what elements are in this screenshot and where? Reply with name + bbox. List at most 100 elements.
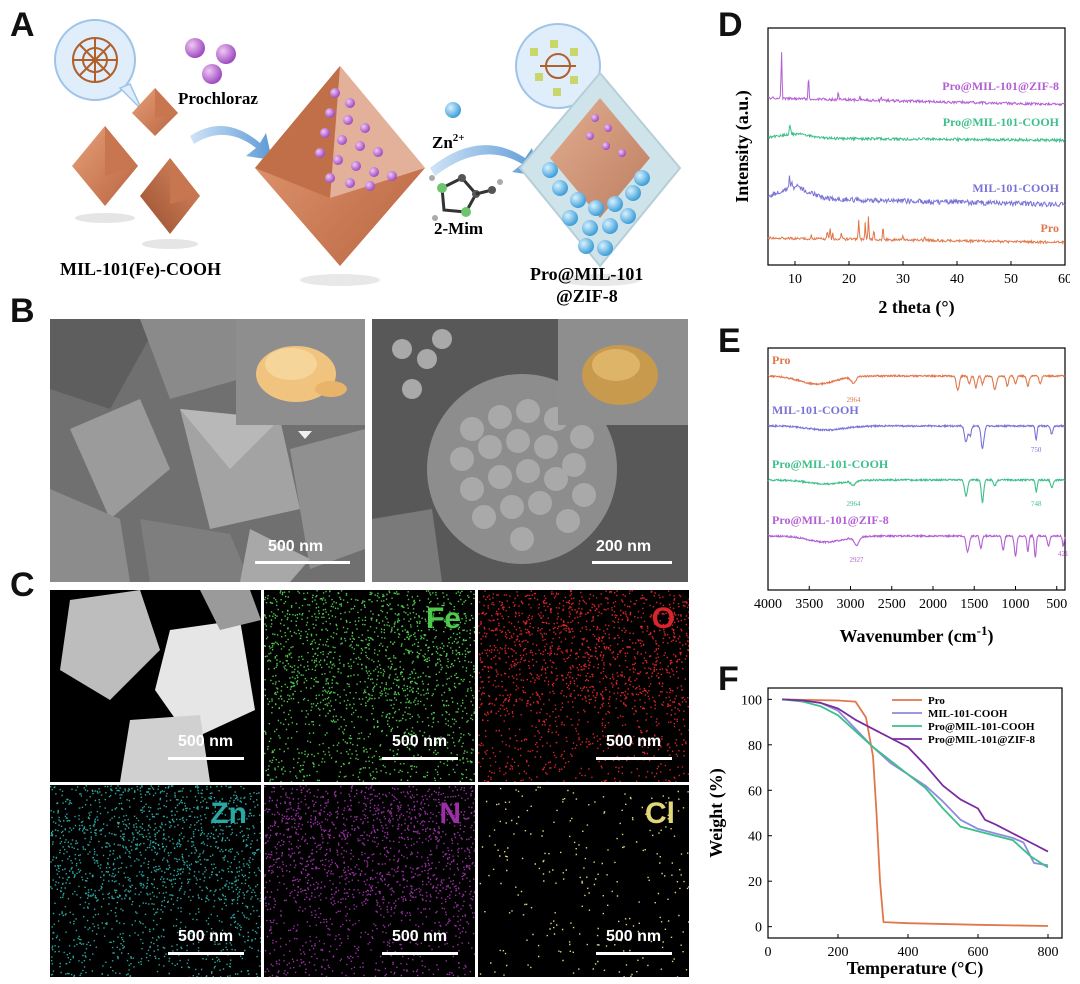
series-line <box>767 423 1065 450</box>
y-tick-label: 20 <box>748 875 762 890</box>
eds-dot-pattern <box>478 590 689 782</box>
x-tick-label: 200 <box>828 945 849 960</box>
scale-bar <box>382 757 458 760</box>
particle-shape <box>200 590 261 630</box>
eds-dots <box>50 785 261 977</box>
peak-annotation: 421 <box>1058 550 1069 558</box>
x-tick-label: 2000 <box>919 597 947 612</box>
plot-frame <box>767 27 1066 266</box>
series-label: Pro@MIL-101@ZIF-8 <box>772 513 889 527</box>
x-axis-label: Wavenumber (cm-1) <box>840 623 994 647</box>
element-label: N <box>439 797 461 830</box>
x-tick-label: 50 <box>1004 272 1018 287</box>
series-line <box>767 175 1066 208</box>
powder-photo-inset <box>236 319 365 425</box>
ftir-chart: 4000 3500 3000 2500 2000 1500 1000 500 Wavenumbe… <box>754 347 1069 647</box>
mil101-octahedra <box>72 88 200 249</box>
panel-label-e: E <box>718 322 741 360</box>
prochloraz-label: Prochloraz <box>178 89 258 108</box>
scale-bar <box>255 561 350 564</box>
zn-ion-sphere <box>445 102 461 118</box>
product-label-line1: Pro@MIL-101 <box>530 264 643 284</box>
series-label: Pro <box>1041 221 1059 235</box>
peak-annotation: 2927 <box>850 556 865 564</box>
scale-bar <box>596 757 672 760</box>
series-line <box>781 698 1049 869</box>
scale-bar <box>168 757 244 760</box>
eds-map-o: O 500 nm <box>478 590 689 782</box>
x-tick-label: 40 <box>950 272 964 287</box>
prochloraz-spheres <box>185 38 236 84</box>
element-label: Zn <box>210 797 247 830</box>
legend-label: MIL-101-COOH <box>928 708 1008 720</box>
x-tick-label: 400 <box>898 945 919 960</box>
particle-shape <box>155 620 255 740</box>
panel-label-a: A <box>10 6 35 44</box>
scale-bar-label: 500 nm <box>606 928 662 945</box>
tga-chart: 0 200 400 600 800 0 20 40 60 80 100 Temperature (°C… <box>706 687 1063 979</box>
zn-ion-label: Zn2+ <box>432 132 465 152</box>
xrd-chart: 10 20 30 40 50 60 2 theta (°) Intensity (a.u.) P… <box>732 27 1070 318</box>
powder-icon <box>558 319 688 425</box>
scale-bar-label: 500 nm <box>392 733 448 750</box>
scale-bar <box>382 952 458 955</box>
loaded-octahedron <box>255 66 425 286</box>
x-tick-label: 2500 <box>878 597 906 612</box>
scale-bar-label: 500 nm <box>178 733 234 750</box>
particle-shape <box>120 715 210 782</box>
peak-annotation: 2964 <box>846 396 861 404</box>
legend-label: Pro@MIL-101@ZIF-8 <box>928 734 1036 746</box>
x-tick-label: 1000 <box>1002 597 1030 612</box>
coated-octahedron <box>518 71 682 286</box>
series-line <box>781 698 1049 927</box>
powder-photo-inset <box>558 319 688 425</box>
series-label: MIL-101-COOH <box>972 181 1059 195</box>
mof-label: MIL-101(Fe)-COOH <box>60 259 221 280</box>
scale-bar-label: 500 nm <box>178 928 234 945</box>
haadf-image: 500 nm <box>50 590 261 782</box>
x-tick-label: 600 <box>968 945 989 960</box>
eds-map-n: N 500 nm <box>264 785 475 977</box>
y-axis-label: Weight (%) <box>706 768 727 858</box>
x-tick-label: 500 <box>1046 597 1067 612</box>
series-line <box>767 216 1065 246</box>
powder-icon <box>236 319 365 425</box>
scale-bar <box>596 952 672 955</box>
x-tick-label: 3500 <box>795 597 823 612</box>
y-tick-label: 60 <box>748 784 762 799</box>
scale-bar-label: 200 nm <box>596 538 652 555</box>
scale-bar-label: 500 nm <box>392 928 448 945</box>
series-line <box>767 533 1066 558</box>
zif8-structure-inset <box>515 23 611 117</box>
y-axis-label: Intensity (a.u.) <box>732 90 753 203</box>
mof-structure-inset <box>54 19 143 111</box>
eds-dots <box>264 785 475 977</box>
particle-shape <box>60 590 160 700</box>
y-tick-label: 100 <box>741 693 762 708</box>
series-line <box>767 52 1066 107</box>
x-tick-label: 3000 <box>837 597 865 612</box>
x-tick-label: 60 <box>1058 272 1070 287</box>
element-label: Fe <box>425 602 461 635</box>
peak-annotation: 748 <box>1031 500 1042 508</box>
2-mim-molecule-icon <box>429 174 503 221</box>
x-tick-label: 1500 <box>960 597 988 612</box>
eds-dots <box>478 590 689 782</box>
eds-dot-pattern <box>50 785 261 977</box>
arrow-icon <box>190 126 272 160</box>
series-line <box>781 698 1049 853</box>
legend-label: Pro <box>928 695 945 707</box>
panel-label-f: F <box>718 660 739 698</box>
y-tick-label: 40 <box>748 830 762 845</box>
x-tick-label: 800 <box>1038 945 1059 960</box>
eds-map-zn: Zn 500 nm <box>50 785 261 977</box>
scale-bar-label: 500 nm <box>606 733 662 750</box>
y-tick-label: 80 <box>748 739 762 754</box>
element-label: Cl <box>645 797 675 830</box>
haadf-texture <box>60 590 261 782</box>
legend-label: Pro@MIL-101-COOH <box>928 721 1035 733</box>
x-tick-label: 4000 <box>754 597 782 612</box>
series-label: Pro@MIL-101-COOH <box>943 115 1060 129</box>
plot-frame <box>767 687 1063 939</box>
x-tick-label: 30 <box>896 272 910 287</box>
